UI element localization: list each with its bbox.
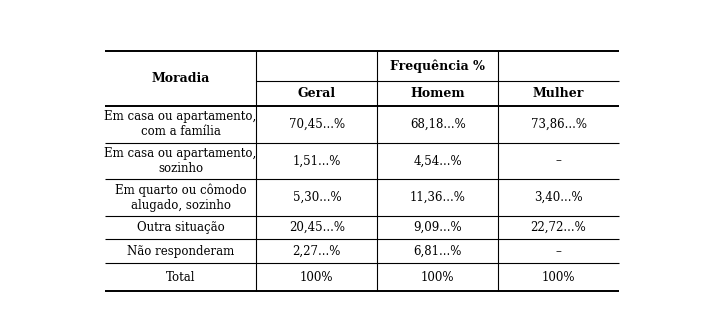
Text: 100%: 100%: [542, 270, 575, 284]
Text: 11,36...%: 11,36...%: [409, 191, 466, 204]
Text: 68,18...%: 68,18...%: [409, 118, 465, 131]
Text: 2,27...%: 2,27...%: [292, 245, 341, 258]
Text: Em casa ou apartamento,
sozinho: Em casa ou apartamento, sozinho: [104, 147, 257, 175]
Text: 6,81...%: 6,81...%: [414, 245, 462, 258]
Text: 73,86...%: 73,86...%: [530, 118, 587, 131]
Text: 70,45...%: 70,45...%: [289, 118, 345, 131]
Text: 100%: 100%: [300, 270, 333, 284]
Text: 3,40...%: 3,40...%: [534, 191, 583, 204]
Text: 5,30...%: 5,30...%: [292, 191, 341, 204]
Text: Não responderam: Não responderam: [127, 245, 234, 258]
Text: 100%: 100%: [421, 270, 455, 284]
Text: –: –: [556, 245, 561, 258]
Text: 9,09...%: 9,09...%: [414, 221, 462, 234]
Text: 22,72...%: 22,72...%: [531, 221, 587, 234]
Text: 20,45...%: 20,45...%: [289, 221, 345, 234]
Text: Outra situação: Outra situação: [137, 221, 225, 234]
Text: Homem: Homem: [410, 87, 465, 100]
Text: Em casa ou apartamento,
com a família: Em casa ou apartamento, com a família: [104, 111, 257, 138]
Text: 4,54...%: 4,54...%: [414, 155, 462, 167]
Text: Total: Total: [166, 270, 196, 284]
Text: Frequência %: Frequência %: [390, 59, 485, 73]
Text: Geral: Geral: [298, 87, 336, 100]
Text: Moradia: Moradia: [151, 72, 210, 85]
Text: Em quarto ou cômodo
alugado, sozinho: Em quarto ou cômodo alugado, sozinho: [114, 183, 246, 212]
Text: Mulher: Mulher: [533, 87, 585, 100]
Text: 1,51...%: 1,51...%: [292, 155, 341, 167]
Text: –: –: [556, 155, 561, 167]
